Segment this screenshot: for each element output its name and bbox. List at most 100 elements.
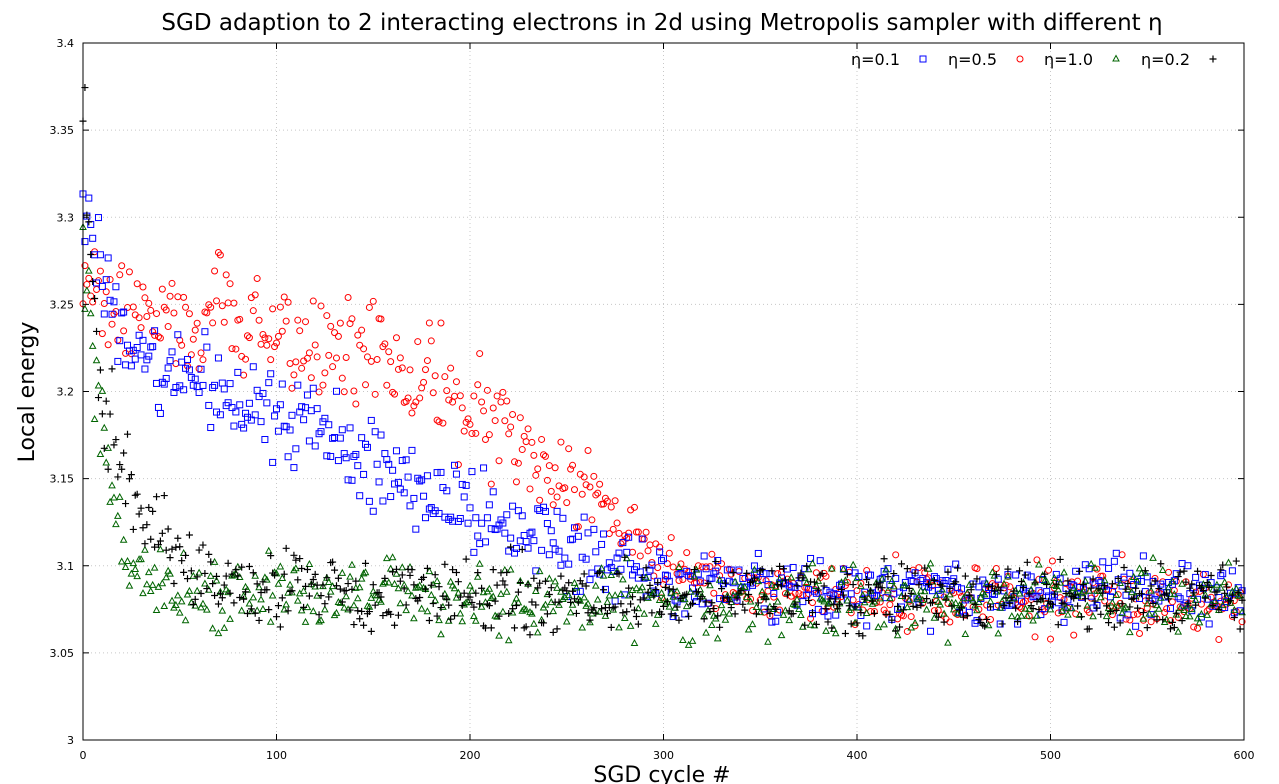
data-point xyxy=(305,559,314,567)
data-point xyxy=(218,606,227,614)
data-point xyxy=(580,513,588,521)
data-point xyxy=(404,473,412,481)
data-point xyxy=(733,594,741,602)
data-point xyxy=(749,607,757,615)
data-point xyxy=(1108,580,1116,588)
data-point xyxy=(462,555,470,563)
data-point xyxy=(710,589,718,597)
data-point xyxy=(1209,602,1217,609)
data-point xyxy=(952,560,960,568)
data-point xyxy=(1089,612,1097,620)
data-point xyxy=(451,461,459,469)
data-point xyxy=(271,412,279,420)
data-point xyxy=(998,620,1006,628)
data-point xyxy=(1147,611,1155,619)
data-point xyxy=(288,384,296,392)
data-point xyxy=(791,600,799,608)
data-point xyxy=(799,598,807,606)
data-point xyxy=(1182,611,1190,619)
data-point xyxy=(332,354,340,362)
data-point xyxy=(1130,594,1138,602)
data-point xyxy=(654,564,662,572)
data-point xyxy=(307,374,315,382)
data-point xyxy=(228,345,236,353)
data-point xyxy=(336,319,344,327)
data-point xyxy=(369,507,377,515)
data-point xyxy=(661,583,669,591)
data-point xyxy=(265,335,273,343)
data-point xyxy=(317,302,325,310)
data-point xyxy=(209,384,217,392)
data-point xyxy=(876,598,884,606)
data-point xyxy=(437,604,445,612)
data-point xyxy=(431,372,439,380)
data-point xyxy=(294,381,302,389)
data-point xyxy=(154,582,163,590)
data-point xyxy=(127,569,136,577)
data-point xyxy=(104,254,112,262)
data-point xyxy=(263,586,271,594)
data-point xyxy=(342,454,350,462)
data-point xyxy=(116,337,124,345)
data-point xyxy=(1064,610,1072,618)
data-point xyxy=(267,356,275,364)
data-point xyxy=(712,558,720,566)
data-point xyxy=(918,596,927,604)
data-point xyxy=(468,598,476,606)
data-point xyxy=(574,532,582,540)
data-point xyxy=(1091,597,1099,605)
data-point xyxy=(536,496,544,504)
data-point xyxy=(1105,564,1113,572)
data-point xyxy=(394,365,402,373)
data-point xyxy=(162,375,170,383)
data-point xyxy=(812,620,820,628)
data-point xyxy=(737,587,745,595)
data-point xyxy=(797,610,805,619)
data-point xyxy=(540,451,548,459)
data-point xyxy=(456,515,464,523)
data-point xyxy=(650,592,658,600)
data-point xyxy=(491,526,499,534)
data-point xyxy=(516,414,524,422)
data-point xyxy=(574,598,582,606)
data-point xyxy=(88,341,97,349)
data-point xyxy=(549,501,557,509)
data-point xyxy=(1025,590,1033,598)
data-point xyxy=(336,585,344,593)
data-point xyxy=(325,351,333,359)
data-point xyxy=(638,573,646,581)
data-point xyxy=(1176,568,1184,576)
data-point xyxy=(266,617,275,625)
data-point xyxy=(1194,567,1202,575)
data-point xyxy=(185,310,193,318)
data-point xyxy=(992,565,1000,573)
data-point xyxy=(332,387,340,395)
data-point xyxy=(1163,605,1171,613)
data-point xyxy=(779,565,787,573)
data-point xyxy=(357,574,366,582)
data-point xyxy=(1219,570,1227,578)
data-point xyxy=(334,332,342,340)
data-point xyxy=(683,549,691,557)
data-point xyxy=(1031,633,1039,641)
data-point xyxy=(433,612,441,620)
data-point xyxy=(447,364,455,372)
data-point xyxy=(658,557,666,565)
data-point xyxy=(381,577,389,586)
data-point xyxy=(522,623,530,631)
data-point xyxy=(214,600,222,608)
data-point xyxy=(528,528,536,536)
data-point xyxy=(234,368,242,376)
data-point xyxy=(276,562,285,570)
data-point xyxy=(125,475,133,483)
data-point xyxy=(1151,610,1159,618)
data-point xyxy=(963,612,971,620)
data-point xyxy=(170,309,178,317)
data-point xyxy=(195,365,203,373)
data-point xyxy=(122,349,130,357)
data-point xyxy=(199,541,207,549)
data-point xyxy=(363,353,371,361)
data-point xyxy=(646,566,654,574)
data-point xyxy=(408,446,416,454)
data-point xyxy=(396,354,404,362)
